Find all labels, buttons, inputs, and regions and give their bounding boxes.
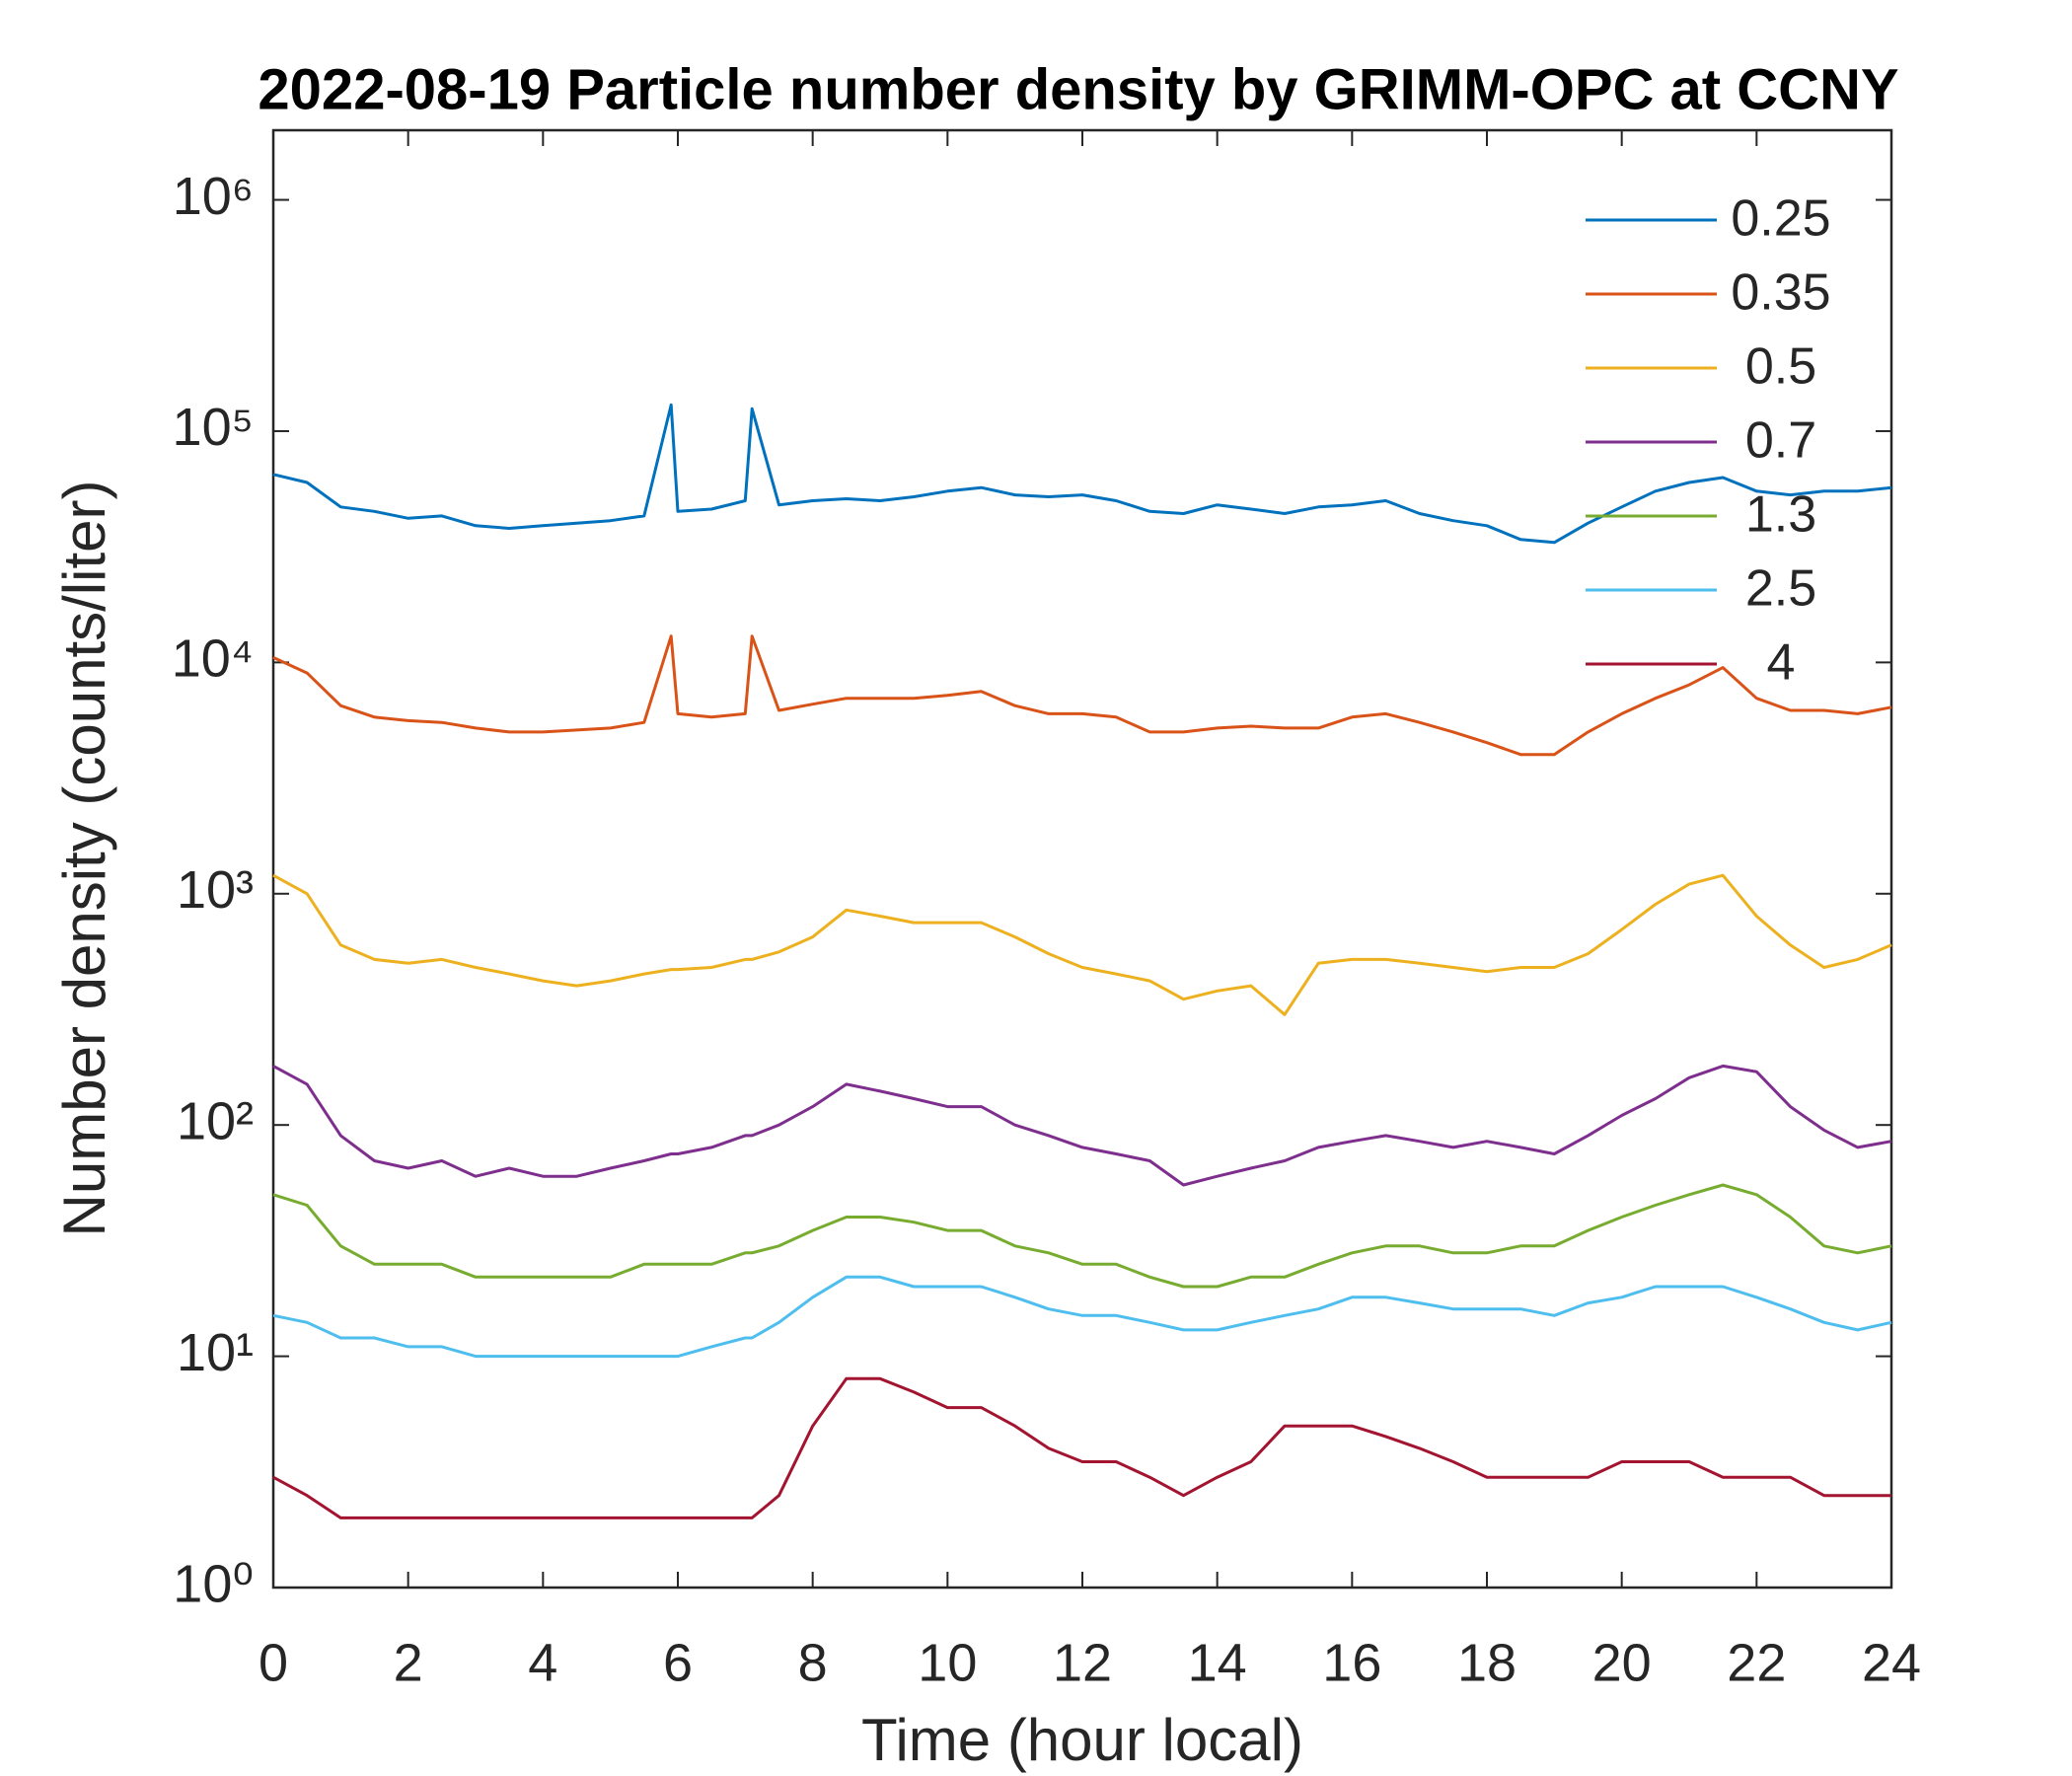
line-series: [272, 873, 1892, 1016]
x-axis-label: Time (hour local): [861, 1707, 1303, 1773]
y-axis-label: Number density (counts/liter): [51, 481, 117, 1237]
x-tick-label: 10: [918, 1633, 977, 1692]
y-tick-label: 10¹: [177, 1323, 254, 1382]
x-tick-label: 12: [1053, 1633, 1112, 1692]
line-series: [272, 634, 1892, 757]
legend-label: 0.35: [1731, 264, 1830, 322]
x-tick-label: 18: [1457, 1633, 1517, 1692]
line-series: [272, 1183, 1892, 1289]
x-tick-label: 14: [1188, 1633, 1247, 1692]
x-tick-label: 6: [663, 1633, 693, 1692]
y-tick-label: 10⁵: [173, 398, 254, 457]
chart-title: 2022-08-19 Particle number density by GR…: [258, 57, 1898, 121]
legend-label: 0.25: [1731, 190, 1830, 248]
y-tick-label: 10⁴: [172, 629, 254, 689]
legend-label: 1.3: [1745, 486, 1816, 544]
y-tick-label: 10⁰: [173, 1554, 254, 1613]
legend-label: 4: [1767, 634, 1796, 692]
line-series: [272, 1275, 1892, 1359]
x-tick-label: 4: [528, 1633, 557, 1692]
x-tick-label: 16: [1322, 1633, 1381, 1692]
y-tick-label: 10³: [177, 860, 254, 920]
y-tick-label: 10⁶: [173, 167, 254, 226]
line-series: [272, 403, 1892, 545]
x-tick-label: 22: [1727, 1633, 1786, 1692]
legend-label: 2.5: [1745, 560, 1816, 618]
x-tick-label: 8: [798, 1633, 828, 1692]
x-tick-label: 0: [259, 1633, 288, 1692]
legend-label: 0.7: [1745, 412, 1816, 470]
legend-label: 0.5: [1745, 338, 1816, 396]
x-tick-label: 2: [394, 1633, 423, 1692]
line-series: [272, 1376, 1891, 1519]
y-tick-label: 10²: [177, 1091, 254, 1150]
line-series: [272, 1064, 1892, 1187]
x-tick-label: 20: [1592, 1633, 1652, 1692]
x-tick-label: 24: [1862, 1633, 1921, 1692]
